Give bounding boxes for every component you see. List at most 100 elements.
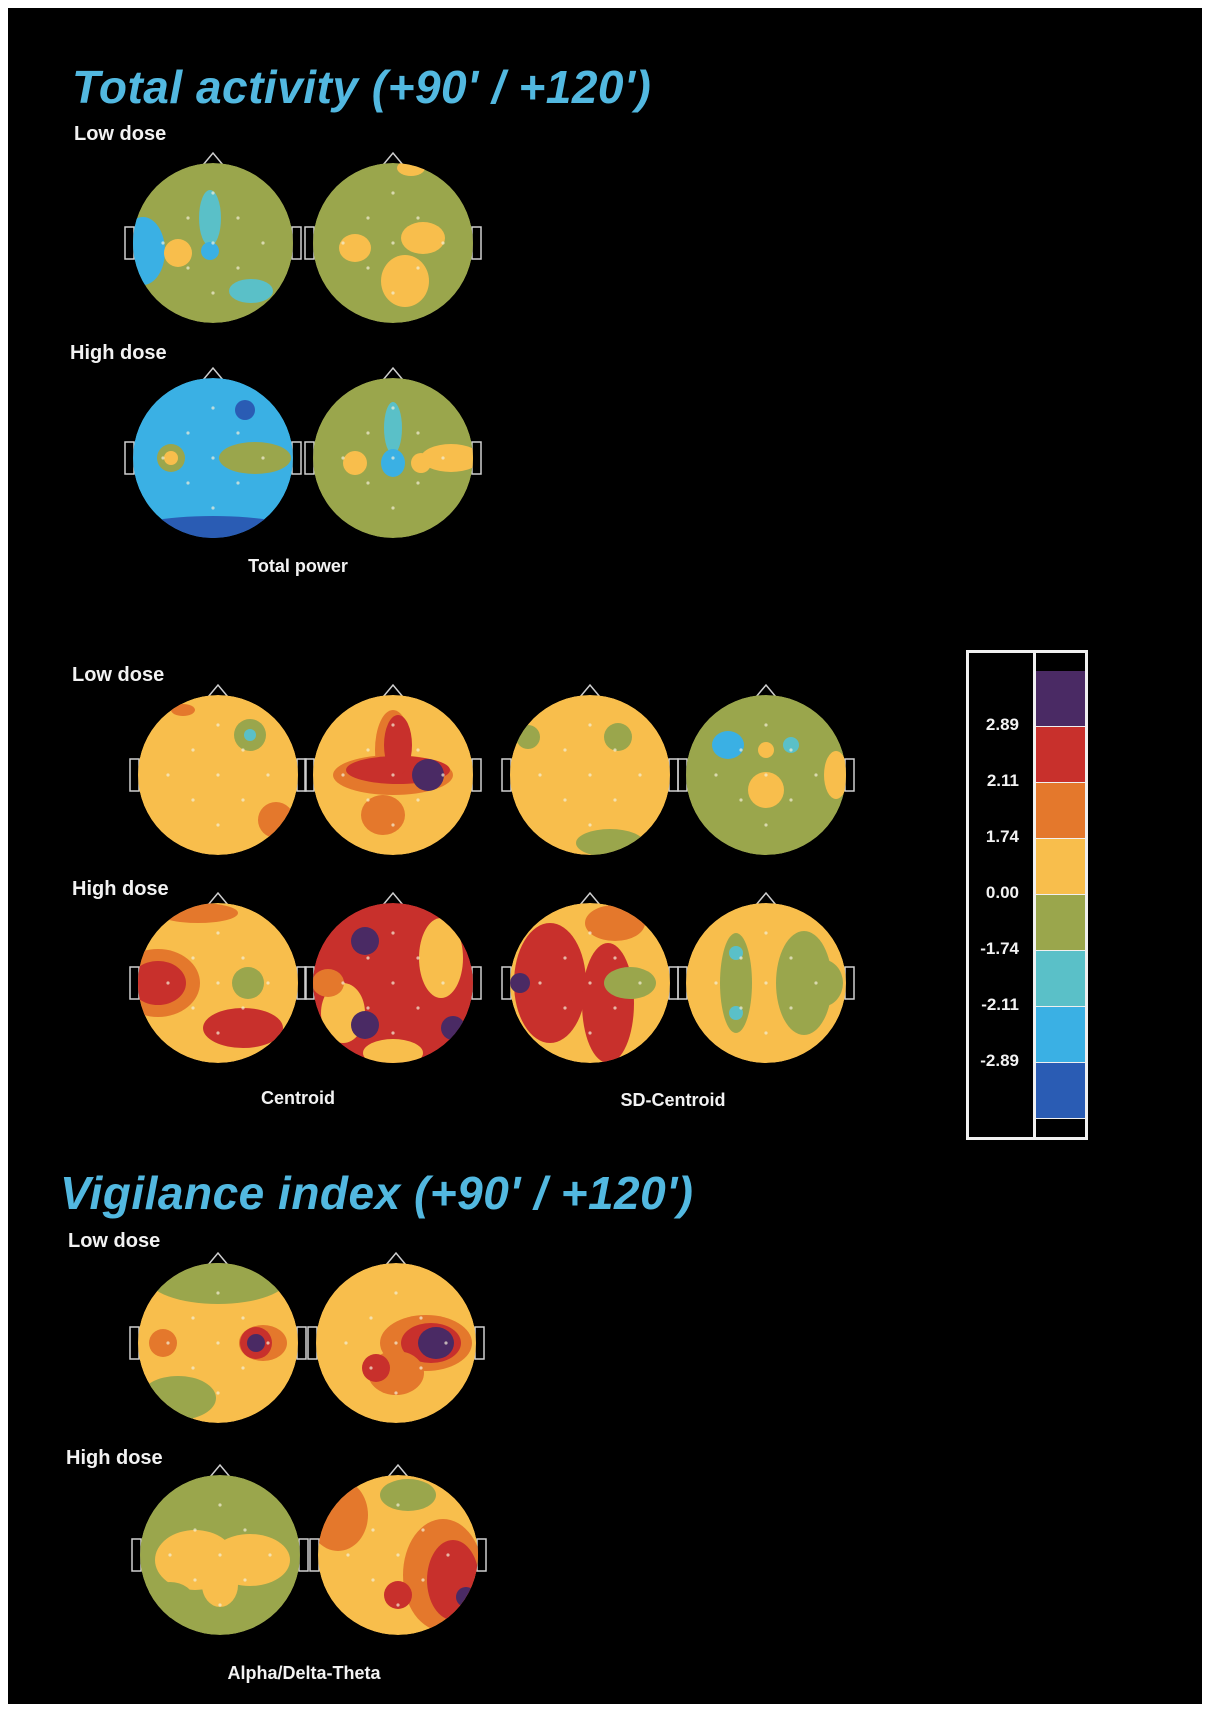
electrode-dot	[161, 241, 165, 245]
electrode-dot	[261, 456, 265, 460]
activity-region	[381, 255, 429, 307]
electrode-dot	[446, 1553, 450, 1557]
ear-marker	[309, 1538, 320, 1572]
activity-region	[244, 729, 256, 741]
electrode-dot	[366, 798, 370, 802]
electrode-dot	[588, 773, 592, 777]
electrode-dot	[366, 266, 370, 270]
scale-swatch	[1036, 783, 1085, 839]
electrode-dot	[538, 773, 542, 777]
activity-region	[247, 1334, 265, 1352]
electrode-dot	[416, 481, 420, 485]
electrode-dot	[814, 773, 818, 777]
electrode-dot	[211, 191, 215, 195]
ear-marker	[131, 1538, 142, 1572]
activity-region	[576, 829, 644, 855]
ear-marker	[129, 966, 140, 1000]
electrode-dot	[416, 431, 420, 435]
electrode-dot	[346, 1553, 350, 1557]
scale-swatch	[1036, 951, 1085, 1007]
head-map	[677, 683, 855, 855]
activity-region	[421, 444, 473, 472]
electrode-dot	[366, 481, 370, 485]
electrode-dot	[391, 191, 395, 195]
electrode-dot	[186, 216, 190, 220]
activity-region	[148, 1263, 288, 1304]
electrode-dot	[739, 1006, 743, 1010]
electrode-dot	[216, 1391, 220, 1395]
head-map	[501, 683, 679, 855]
ear-marker	[296, 1326, 307, 1360]
electrode-dot	[394, 1391, 398, 1395]
electrode-dot	[166, 1341, 170, 1345]
electrode-dot	[588, 823, 592, 827]
activity-region	[418, 1327, 454, 1359]
activity-region	[199, 190, 221, 246]
row-label-low-dose: Low dose	[72, 664, 165, 686]
ear-marker	[844, 966, 855, 1000]
ear-marker	[501, 758, 512, 792]
electrode-dot	[391, 506, 395, 510]
electrode-dot	[391, 931, 395, 935]
electrode-dot	[266, 1341, 270, 1345]
activity-region	[149, 1329, 177, 1357]
ear-marker	[471, 226, 482, 260]
head-map	[124, 366, 302, 538]
electrode-dot	[588, 723, 592, 727]
activity-region	[412, 759, 444, 791]
ear-marker	[298, 1538, 309, 1572]
electrode-dot	[216, 823, 220, 827]
row-label-high-dose: High dose	[70, 342, 167, 364]
electrode-dot	[391, 981, 395, 985]
electrode-dot	[216, 1291, 220, 1295]
head-map	[307, 1251, 485, 1423]
ear-marker	[677, 966, 688, 1000]
electrode-dot	[211, 406, 215, 410]
activity-region	[510, 973, 530, 993]
scale-tick-label: 0.00	[985, 883, 1019, 902]
electrode-dot	[341, 981, 345, 985]
electrode-dot	[366, 748, 370, 752]
caption-sd-centroid: SD-Centroid	[620, 1090, 726, 1110]
activity-region	[729, 1006, 743, 1020]
electrode-dot	[814, 981, 818, 985]
electrode-dot	[341, 241, 345, 245]
electrode-dot	[441, 773, 445, 777]
nose-marker	[382, 151, 404, 166]
scale-tick-label: -2.11	[981, 995, 1019, 1014]
activity-region	[138, 961, 186, 1005]
electrode-dot	[186, 431, 190, 435]
electrode-dot	[166, 773, 170, 777]
head-map	[304, 683, 482, 855]
electrode-dot	[341, 773, 345, 777]
color-scale-bar	[1033, 653, 1085, 1137]
nose-marker	[755, 683, 777, 698]
nose-marker	[385, 1251, 407, 1266]
electrode-dot	[613, 956, 617, 960]
activity-region	[758, 742, 774, 758]
electrode-dot	[241, 748, 245, 752]
electrode-dot	[236, 481, 240, 485]
head-map	[129, 683, 307, 855]
color-scale-legend: 2.89 2.11 1.74 0.00 -1.74 -2.11 -2.89	[966, 650, 1088, 1140]
electrode-dot	[588, 931, 592, 935]
nose-marker	[207, 683, 229, 698]
activity-region	[351, 1011, 379, 1039]
activity-region	[164, 451, 178, 465]
electrode-dot	[268, 1553, 272, 1557]
ear-marker	[124, 226, 135, 260]
electrode-dot	[613, 748, 617, 752]
scale-tick-label: 2.11	[986, 771, 1019, 790]
electrode-dot	[241, 798, 245, 802]
scale-swatch	[1036, 671, 1085, 727]
electrode-dot	[236, 266, 240, 270]
electrode-dot	[416, 798, 420, 802]
electrode-dot	[613, 1006, 617, 1010]
activity-region	[202, 1563, 238, 1607]
ear-marker	[474, 1326, 485, 1360]
activity-region	[748, 772, 784, 808]
activity-region	[258, 802, 294, 838]
activity-region	[235, 400, 255, 420]
activity-region	[133, 516, 293, 538]
activity-region	[799, 959, 843, 1007]
